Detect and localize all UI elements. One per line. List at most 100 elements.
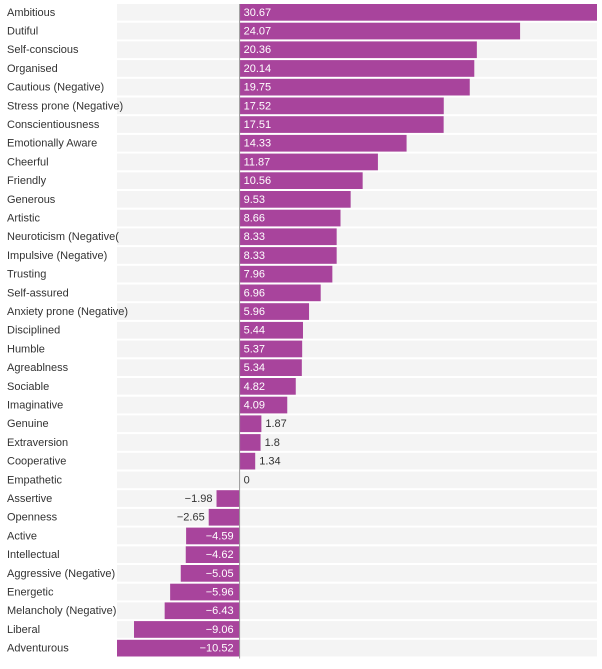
value-label: 20.36	[244, 44, 272, 56]
value-label: 17.52	[244, 100, 272, 112]
value-label: −9.06	[206, 624, 234, 636]
bar	[239, 60, 475, 77]
row-background	[117, 191, 597, 208]
value-label: −2.65	[177, 512, 205, 524]
bar	[239, 321, 303, 339]
value-label: −10.52	[200, 643, 234, 655]
value-label: 0	[244, 474, 250, 486]
category-label: Conscientiousness	[7, 119, 100, 131]
row-background	[117, 265, 597, 283]
category-label: Imaginative	[7, 399, 63, 411]
row-background	[117, 321, 597, 339]
category-label: Extraversion	[7, 437, 68, 449]
bar	[239, 97, 444, 115]
category-label: Trusting	[7, 269, 46, 281]
row-background	[117, 284, 597, 302]
bar	[239, 172, 363, 189]
bar	[239, 191, 351, 208]
category-label: Artistic	[7, 212, 41, 224]
category-label: Cheerful	[7, 156, 49, 168]
value-label: 9.53	[244, 194, 265, 206]
category-label: Active	[7, 530, 37, 542]
bar	[239, 340, 303, 358]
value-label: 5.44	[244, 325, 265, 337]
category-label: Aggressive (Negative)	[7, 568, 115, 580]
value-label: 17.51	[244, 119, 272, 131]
value-label: −4.59	[206, 530, 234, 542]
value-label: 19.75	[244, 82, 272, 94]
row-background	[117, 340, 597, 358]
category-label: Impulsive (Negative)	[7, 250, 107, 262]
value-label: −1.98	[185, 493, 213, 505]
bar	[239, 378, 296, 395]
bar	[239, 303, 310, 320]
bar	[185, 546, 240, 563]
bar	[239, 396, 288, 414]
row-background	[117, 415, 597, 433]
bar	[239, 359, 302, 376]
bar	[239, 434, 261, 451]
value-label: 4.82	[244, 381, 265, 393]
value-label: 5.96	[244, 306, 265, 318]
category-label: Sociable	[7, 381, 49, 393]
bar	[239, 265, 333, 283]
bar	[239, 452, 256, 470]
category-label: Neuroticism (Negative(	[7, 231, 119, 243]
category-label: Ambitious	[7, 7, 56, 19]
value-label: 5.37	[244, 343, 265, 355]
bar	[239, 116, 444, 133]
value-label: 20.14	[244, 63, 272, 75]
category-label: Humble	[7, 343, 45, 355]
bar	[239, 78, 470, 96]
category-label: Cautious (Negative)	[7, 82, 104, 94]
category-label: Anxiety prone (Negative)	[7, 306, 128, 318]
row-background	[117, 378, 597, 395]
bar	[164, 602, 240, 620]
bar	[239, 415, 262, 433]
value-label: 6.96	[244, 287, 265, 299]
value-label: 1.8	[265, 437, 280, 449]
value-label: 8.33	[244, 250, 265, 262]
category-label: Adventurous	[7, 643, 69, 655]
row-background	[117, 471, 597, 489]
bar	[134, 621, 240, 638]
category-label: Energetic	[7, 586, 54, 598]
value-label: 1.87	[265, 418, 286, 430]
bar	[239, 209, 341, 227]
value-label: −6.43	[206, 605, 234, 617]
bar	[170, 583, 240, 601]
category-label: Intellectual	[7, 549, 60, 561]
value-label: 8.66	[244, 212, 265, 224]
row-background	[117, 434, 597, 451]
category-label: Liberal	[7, 624, 40, 636]
bar	[239, 284, 321, 302]
category-label: Melancholy (Negative)	[7, 605, 116, 617]
category-label: Self-conscious	[7, 44, 79, 56]
value-label: 10.56	[244, 175, 272, 187]
row-background	[117, 247, 597, 264]
row-background	[117, 209, 597, 227]
category-label: Disciplined	[7, 325, 60, 337]
row-background	[117, 228, 597, 246]
category-label: Friendly	[7, 175, 47, 187]
value-label: 30.67	[244, 7, 272, 19]
row-background	[117, 303, 597, 320]
bar	[239, 41, 477, 59]
category-label: Generous	[7, 194, 56, 206]
category-label: Genuine	[7, 418, 49, 430]
value-label: −5.96	[206, 586, 234, 598]
row-background	[117, 452, 597, 470]
category-label: Assertive	[7, 493, 52, 505]
bar	[239, 228, 337, 246]
bar	[216, 490, 240, 507]
value-label: −4.62	[206, 549, 234, 561]
bar	[117, 639, 240, 657]
value-label: 5.34	[244, 362, 265, 374]
category-label: Emotionally Aware	[7, 138, 97, 150]
category-label: Stress prone (Negative)	[7, 100, 123, 112]
category-label: Organised	[7, 63, 58, 75]
value-label: 8.33	[244, 231, 265, 243]
bar	[239, 22, 521, 40]
row-background	[117, 396, 597, 414]
